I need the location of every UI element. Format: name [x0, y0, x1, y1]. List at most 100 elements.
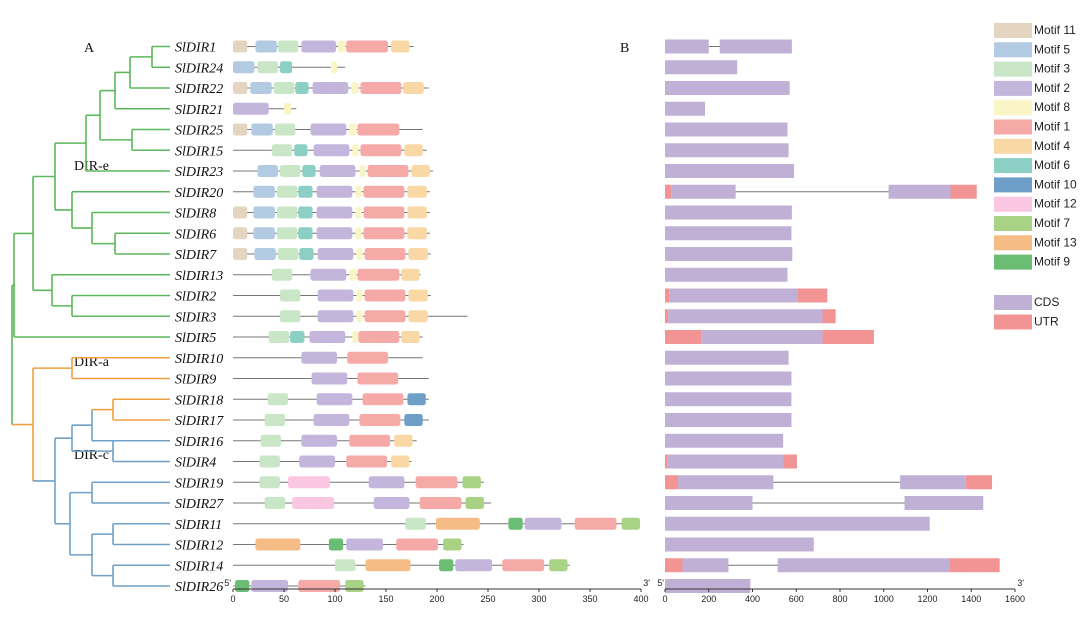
legend-swatch-motif-11	[994, 23, 1032, 38]
gene-label-sldir18: SlDIR18	[175, 393, 223, 408]
cds-segment	[665, 226, 792, 241]
motif-box-motif-3	[257, 61, 278, 74]
axis-tick-label: 100	[327, 594, 342, 604]
cds-segment	[701, 330, 823, 344]
axis-3prime-label: 3'	[643, 578, 650, 588]
panel-label-b: B	[620, 41, 629, 56]
motif-box-motif-3	[335, 559, 356, 572]
motif-box-motif-2	[312, 82, 349, 94]
motif-box-motif-3	[264, 497, 286, 509]
motif-box-motif-5	[233, 61, 255, 74]
legend-swatch-motif-3	[994, 61, 1032, 77]
motif-box-motif-1	[415, 476, 458, 489]
motif-box-motif-4	[408, 310, 428, 323]
cds-segment	[665, 122, 788, 137]
cds-segment	[668, 309, 823, 324]
motif-box-motif-1	[358, 331, 400, 343]
axis-tick-label: 0	[230, 594, 235, 604]
motif-box-motif-4	[401, 331, 420, 343]
motif-box-motif-2	[455, 559, 493, 572]
axis-tick-label: 200	[701, 594, 716, 604]
axis-3prime-label: 3'	[1017, 578, 1024, 588]
motif-box-motif-7	[621, 517, 640, 530]
gene-label-sldir9: SlDIR9	[175, 373, 216, 388]
gene-label-sldir14: SlDIR14	[175, 559, 223, 574]
motif-box-motif-2	[313, 144, 350, 157]
cds-segment	[665, 143, 789, 158]
cds-segment	[900, 475, 966, 490]
motif-box-motif-2	[233, 102, 269, 115]
legend-label-motif-3: Motif 3	[1034, 62, 1070, 76]
cds-segment	[665, 60, 738, 75]
motif-box-motif-7	[465, 497, 484, 509]
motif-box-motif-3	[405, 517, 426, 530]
legend-swatch-motif-13	[994, 235, 1032, 251]
motif-box-motif-6	[302, 165, 316, 177]
gene-label-sldir23: SlDIR23	[175, 165, 223, 180]
cds-segment	[665, 413, 792, 427]
motif-box-motif-2	[299, 455, 335, 468]
phylogenetic-tree	[11, 45, 170, 587]
legend-label-cds: CDS	[1034, 295, 1059, 309]
motif-box-motif-1	[363, 206, 405, 219]
legend-swatch-motif-7	[994, 216, 1032, 231]
motif-box-motif-1	[360, 82, 402, 94]
motif-box-motif-2	[301, 351, 338, 364]
cds-segment	[665, 164, 795, 178]
motif-box-motif-8	[352, 331, 359, 343]
legend-swatch-motif-9	[994, 254, 1032, 270]
axis-tick-label: 200	[429, 594, 444, 604]
gene-label-sldir5: SlDIR5	[175, 331, 216, 346]
legend: Motif 11 Motif 5 Motif 3 Motif 2 Motif 8 Moti…	[994, 23, 1077, 330]
utr-segment	[797, 288, 828, 303]
motif-box-motif-4	[391, 455, 410, 468]
motif-box-motif-4	[391, 40, 410, 53]
motif-box-motif-4	[401, 268, 420, 281]
motif-box-motif-1	[346, 40, 389, 53]
motif-box-motif-6	[298, 227, 313, 240]
motif-box-motif-3	[268, 331, 290, 343]
legend-label-motif-10: Motif 10	[1034, 177, 1077, 191]
motif-box-motif-2	[301, 434, 338, 447]
axis-tick-label: 250	[480, 594, 495, 604]
legend-swatch-motif-1	[994, 119, 1032, 135]
cds-segment	[665, 392, 792, 407]
motif-box-motif-13	[365, 559, 411, 572]
utr-segment	[665, 454, 668, 469]
gene-label-sldir6: SlDIR6	[175, 227, 216, 242]
motif-box-motif-7	[345, 580, 364, 592]
motif-box-motif-6	[279, 61, 293, 74]
motif-box-motif-2	[317, 248, 354, 260]
motif-box-motif-1	[367, 165, 409, 177]
legend-swatch-motif-5	[994, 42, 1032, 58]
motif-box-motif-6	[295, 82, 309, 94]
motif-box-motif-9	[508, 517, 523, 530]
gene-label-sldir21: SlDIR21	[175, 103, 223, 118]
motif-box-motif-11	[233, 40, 248, 53]
motif-box-motif-8	[330, 61, 338, 74]
motif-box-motif-1	[574, 517, 617, 530]
motif-box-motif-5	[253, 185, 275, 198]
motif-box-motif-1	[362, 393, 404, 406]
gene-label-sldir19: SlDIR19	[175, 476, 223, 491]
cds-segment	[665, 267, 788, 282]
motif-box-motif-8	[349, 123, 357, 136]
motif-box-motif-8	[349, 268, 357, 281]
utr-segment	[783, 454, 797, 469]
motif-box-motif-6	[298, 185, 313, 198]
motif-box-motif-4	[408, 248, 428, 260]
motif-box-motif-5	[253, 227, 275, 240]
cds-segment	[665, 516, 930, 531]
gene-label-sldir22: SlDIR22	[175, 82, 223, 97]
motif-box-motif-1	[298, 580, 341, 592]
legend-swatch-utr	[994, 314, 1032, 330]
cds-segment	[719, 39, 792, 54]
axis-5prime-label: 5'	[224, 578, 231, 588]
gene-label-sldir15: SlDIR15	[175, 144, 223, 159]
motif-box-motif-8	[338, 40, 346, 53]
axis-tick-label: 400	[745, 594, 760, 604]
motif-box-motif-5	[253, 206, 275, 219]
motif-box-motif-3	[279, 310, 301, 323]
legend-label-motif-4: Motif 4	[1034, 139, 1070, 153]
